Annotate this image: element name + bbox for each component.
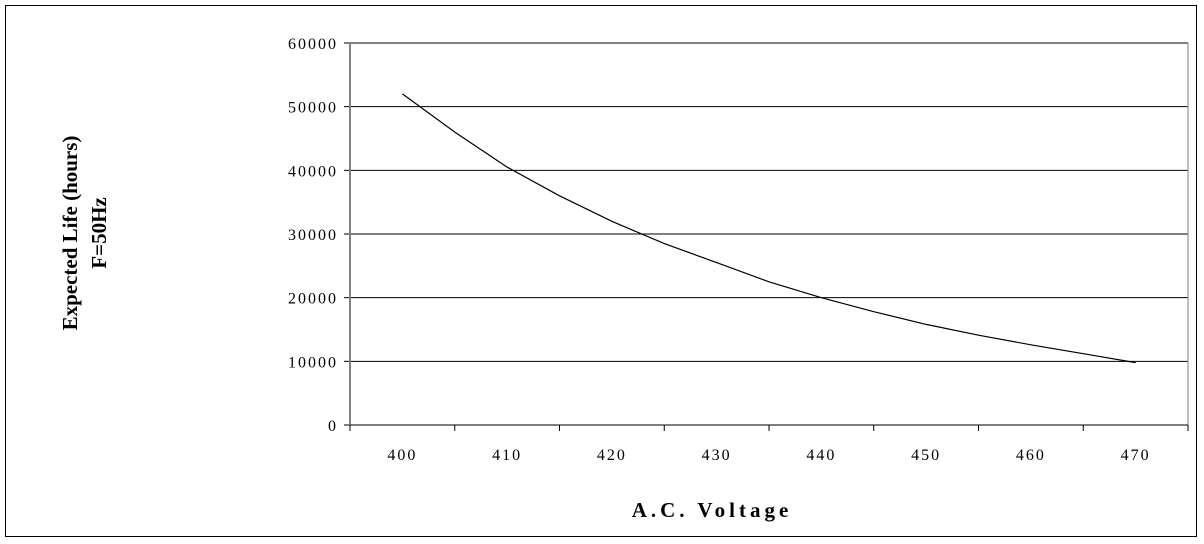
y-tick-label: 60000	[288, 36, 338, 53]
x-tick-label: 420	[597, 447, 627, 464]
y-tick-label: 30000	[288, 227, 338, 244]
y-tick-label: 0	[328, 418, 338, 435]
x-tick-label: 430	[702, 447, 732, 464]
series	[402, 93, 1136, 364]
y-tick-label: 10000	[288, 354, 338, 371]
x-tick-label: 470	[1121, 447, 1151, 464]
y-tick-label: 50000	[288, 100, 338, 117]
y-axis-title: Expected Life (hours) F=50Hz	[58, 136, 111, 331]
y-tick-labels: 0 10000 20000 30000 40000 50000 60000	[288, 36, 338, 435]
y-tick-label: 40000	[288, 163, 338, 180]
x-tick-label: 440	[806, 447, 836, 464]
x-axis-title: A.C. Voltage	[632, 498, 793, 522]
x-tick-label: 450	[911, 447, 941, 464]
chart-frame	[5, 5, 1197, 537]
x-tick-label: 400	[387, 447, 417, 464]
axes	[344, 42, 1189, 431]
y-tick-label: 20000	[288, 291, 338, 308]
x-tick-labels: 400 410 420 430 440 450 460 470	[387, 447, 1151, 464]
x-tick-label: 410	[492, 447, 522, 464]
y-axis-title-line-1: Expected Life (hours)	[58, 136, 82, 331]
y-axis-title-line-2: F=50Hz	[87, 197, 111, 268]
gridlines	[350, 42, 1188, 362]
series-line	[402, 93, 1136, 364]
x-tick-label: 460	[1016, 447, 1046, 464]
